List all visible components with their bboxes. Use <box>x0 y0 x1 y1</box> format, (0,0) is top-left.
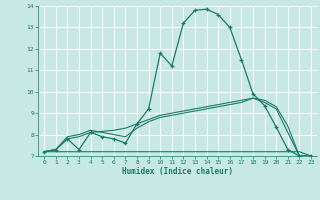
X-axis label: Humidex (Indice chaleur): Humidex (Indice chaleur) <box>122 167 233 176</box>
